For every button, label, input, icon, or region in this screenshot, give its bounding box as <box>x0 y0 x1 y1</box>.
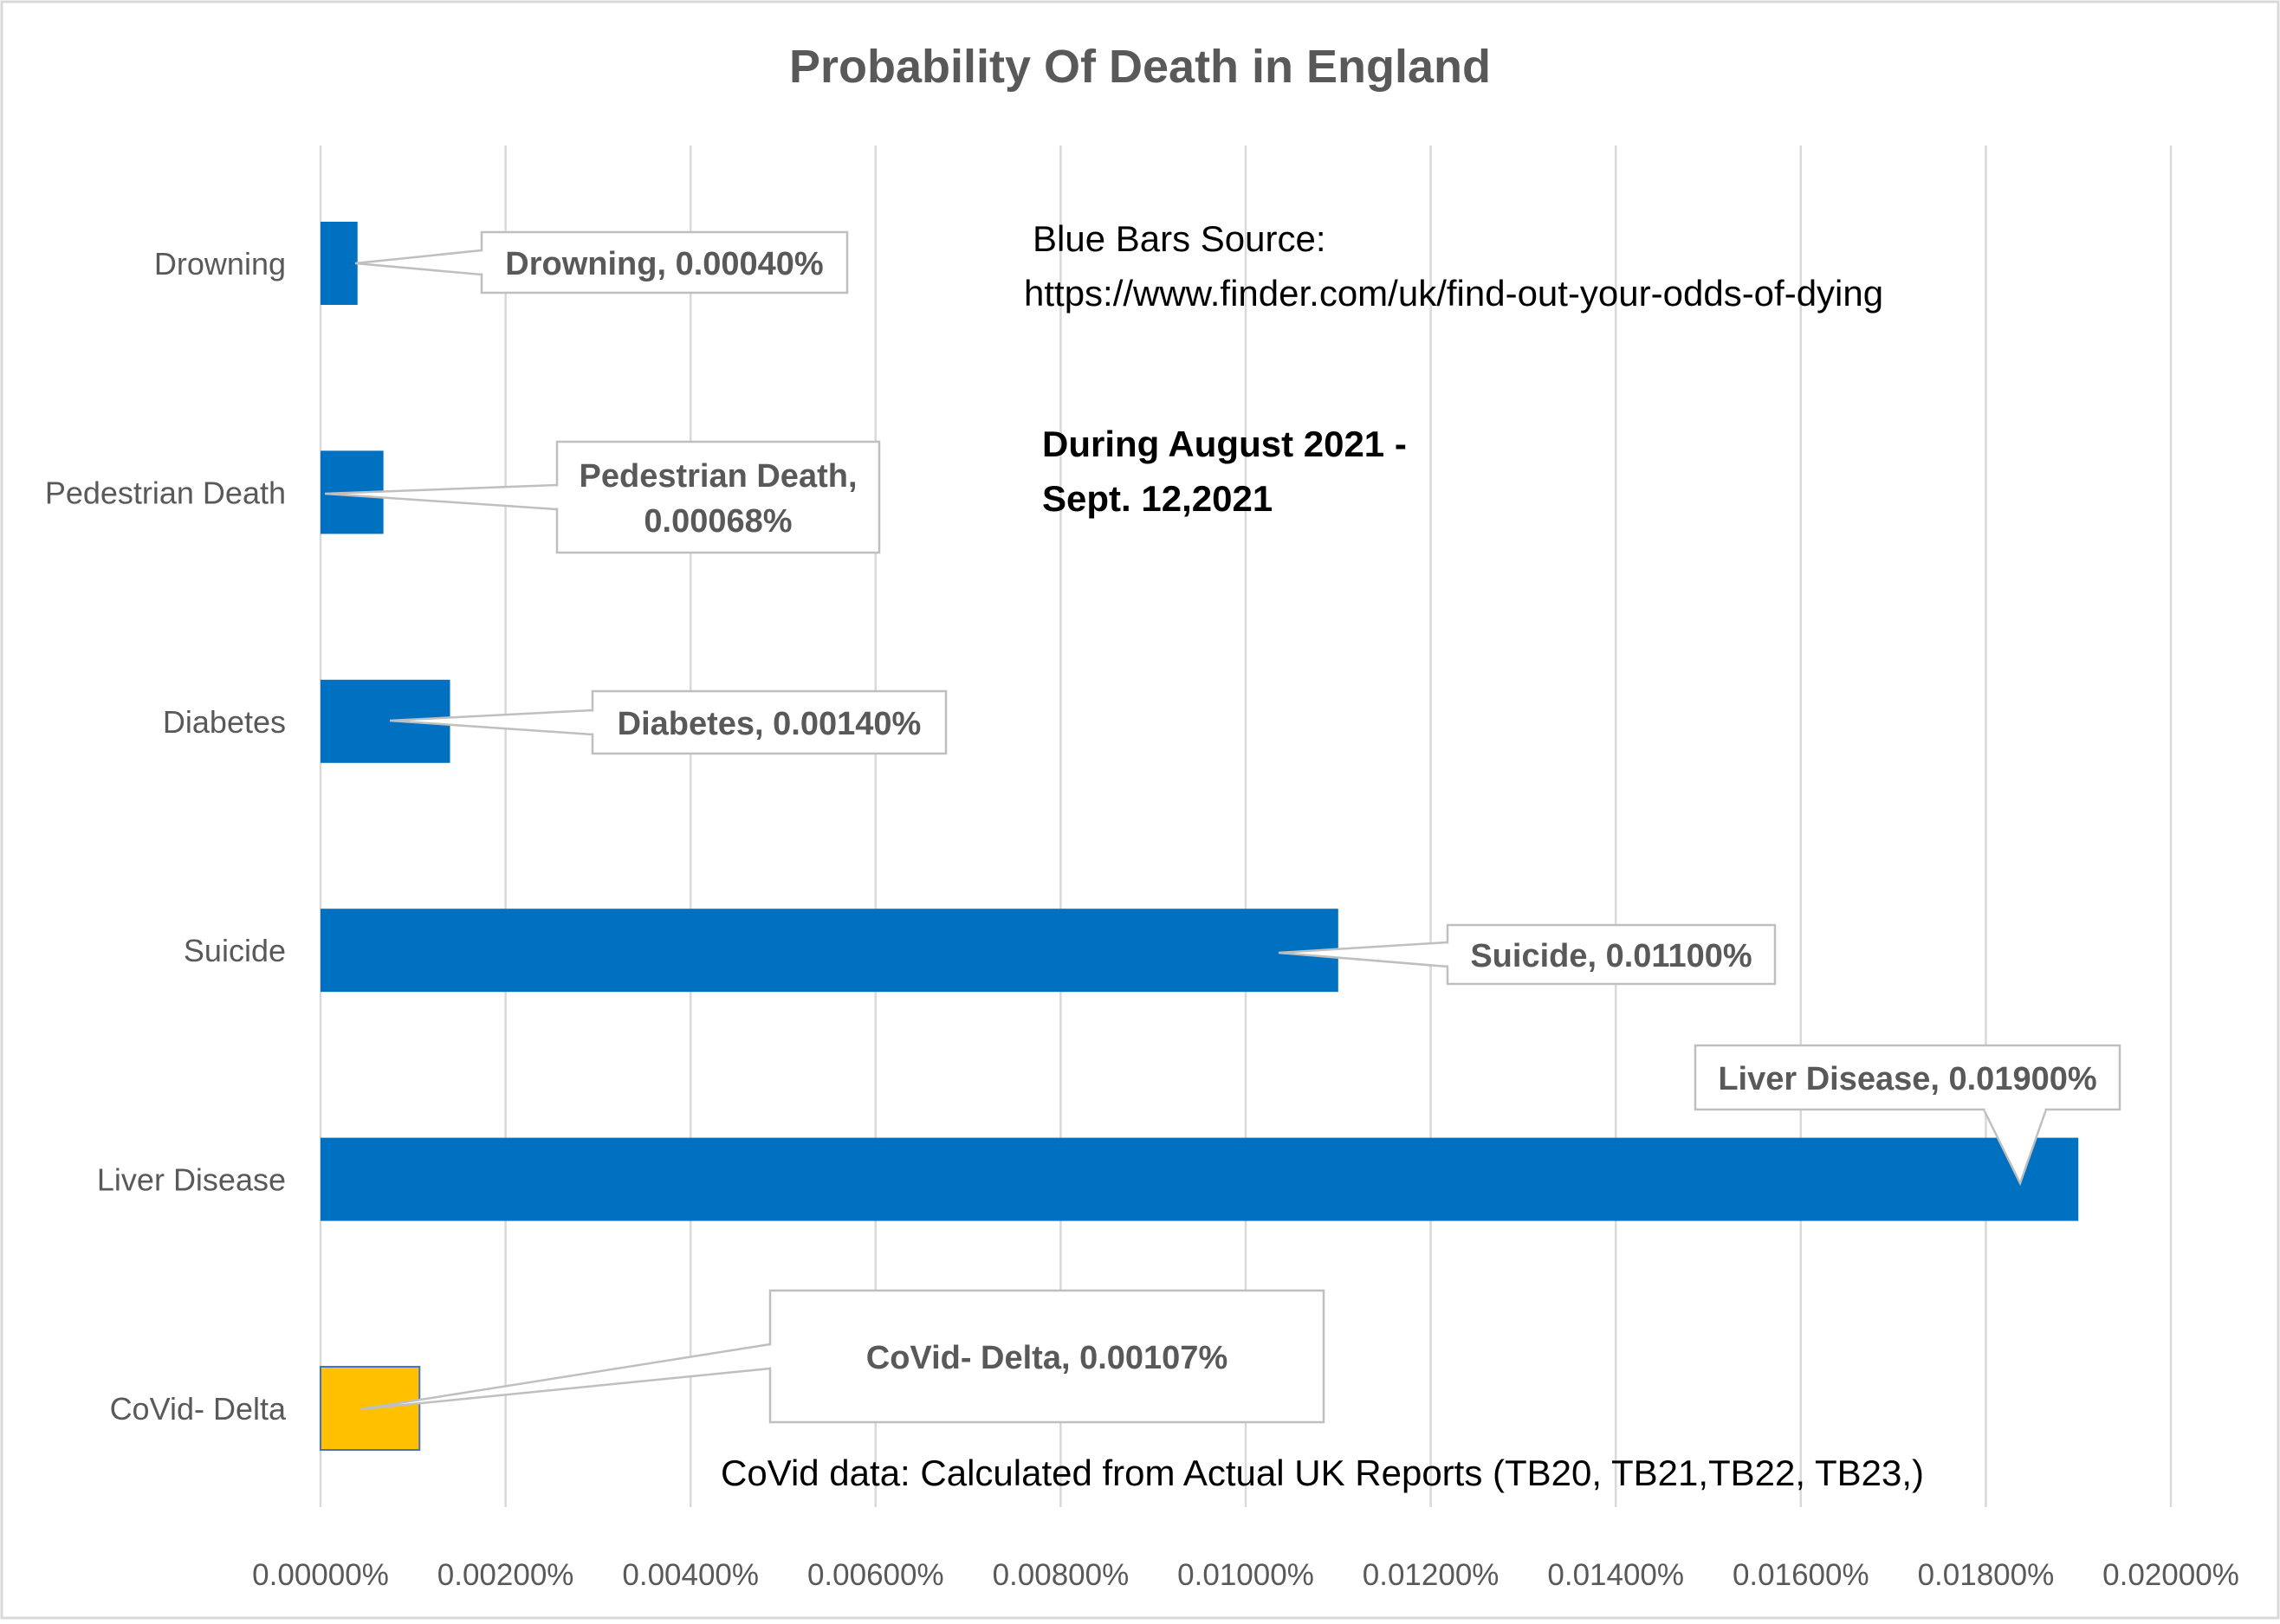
x-tick-label: 0.00800% <box>993 1558 1130 1592</box>
period-annotation-line2: Sept. 12,2021 <box>1042 478 1273 519</box>
bar <box>321 1137 2079 1221</box>
callout-box <box>768 1289 1325 1424</box>
callout-pointer <box>354 249 483 276</box>
data-label: Drowning, 0.00040% <box>505 246 823 282</box>
x-tick-label: 0.01200% <box>1363 1558 1499 1592</box>
callout-pointer <box>359 1343 771 1411</box>
category-label: Liver Disease <box>97 1162 286 1198</box>
data-label: Liver Disease, 0.01900% <box>1718 1061 2096 1097</box>
x-tick-label: 0.01000% <box>1177 1558 1314 1592</box>
x-tick-label: 0.00000% <box>252 1558 389 1592</box>
x-tick-label: 0.01600% <box>1733 1558 1869 1592</box>
callout-box <box>480 230 849 294</box>
covid-note: CoVid data: Calculated from Actual UK Re… <box>721 1453 1924 1493</box>
source-annotation-line1: Blue Bars Source: <box>1033 218 1326 259</box>
data-label: 0.00068% <box>644 503 792 540</box>
bar <box>320 1366 421 1451</box>
data-label: Suicide, 0.01100% <box>1470 938 1752 974</box>
x-tick-label: 0.00600% <box>807 1558 944 1592</box>
x-tick-label: 0.01400% <box>1547 1558 1684 1592</box>
gridlines <box>319 146 2173 1507</box>
bar <box>321 222 358 305</box>
data-label: CoVid- Delta, 0.00107% <box>866 1340 1227 1376</box>
chart-title: Probability Of Death in England <box>789 41 1491 93</box>
data-label: Diabetes, 0.00140% <box>618 706 922 742</box>
category-label: Pedestrian Death <box>45 475 286 510</box>
callout-box <box>1694 1044 2121 1111</box>
callout-pointer <box>389 708 593 736</box>
x-tick-label: 0.00200% <box>437 1558 574 1592</box>
category-label: Diabetes <box>163 704 286 740</box>
x-tick-labels: 0.00000% 0.00200% 0.00400% 0.00600% 0.00800%… <box>252 1558 2239 1592</box>
callout-box <box>591 689 948 755</box>
x-tick-label: 0.02000% <box>2102 1558 2239 1592</box>
x-tick-label: 0.00400% <box>622 1558 759 1592</box>
period-annotation-line1: During August 2021 - <box>1042 424 1407 464</box>
x-tick-label: 0.01800% <box>1918 1558 2055 1592</box>
data-label: Pedestrian Death, <box>580 458 858 495</box>
category-label: Drowning <box>154 246 286 281</box>
category-label: CoVid- Delta <box>110 1391 287 1427</box>
source-annotation-line2: https://www.finder.com/uk/find-out-your-… <box>1024 273 1883 314</box>
category-labels: Drowning Pedestrian Death Diabetes Suicide L… <box>45 246 287 1427</box>
bar <box>321 909 1338 993</box>
callout-pointer <box>1982 1109 2048 1187</box>
callout-pointer <box>324 483 558 511</box>
bars <box>320 222 2079 1451</box>
data-label-callouts: Drowning, 0.00040% Pedestrian Death, 0.000… <box>324 230 2121 1424</box>
category-label: Suicide <box>184 933 286 968</box>
callout-pointer <box>1278 941 1448 968</box>
